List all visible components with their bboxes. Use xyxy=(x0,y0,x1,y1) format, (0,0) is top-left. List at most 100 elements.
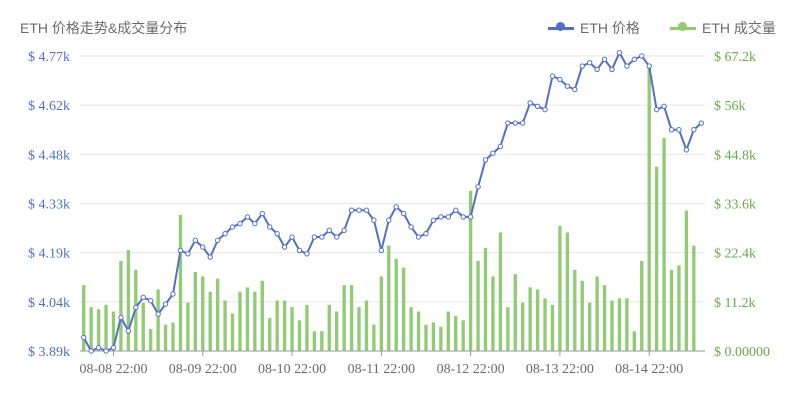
volume-bar xyxy=(275,300,279,351)
volume-bar xyxy=(461,320,465,351)
volume-bar xyxy=(602,285,607,351)
volume-bar xyxy=(327,304,331,351)
price-point xyxy=(170,291,176,297)
y-right-tick-label: $ 22.4k xyxy=(714,247,756,262)
legend-item-price[interactable]: ETH 价格 xyxy=(548,18,640,38)
price-point xyxy=(609,66,615,73)
volume-bar xyxy=(513,274,517,351)
price-point xyxy=(348,207,355,213)
volume-bar xyxy=(96,309,101,351)
price-point xyxy=(653,106,660,113)
volume-bar xyxy=(186,302,190,351)
price-point xyxy=(639,53,645,59)
price-point xyxy=(467,214,474,220)
price-point xyxy=(378,247,385,254)
price-point xyxy=(453,207,459,213)
volume-bar xyxy=(610,300,614,351)
price-point xyxy=(386,217,392,223)
price-point xyxy=(237,220,243,227)
price-point xyxy=(118,314,124,321)
price-point xyxy=(475,184,481,190)
price-point xyxy=(520,120,526,126)
y-left-tick-label: $ 3.89k xyxy=(28,345,70,360)
volume-bar xyxy=(424,324,428,351)
volume-bar xyxy=(476,261,480,351)
legend-item-volume[interactable]: ETH 成交量 xyxy=(670,18,776,38)
x-tick-label: 08-12 22:00 xyxy=(437,362,505,377)
x-tick-label: 08-11 22:00 xyxy=(348,362,416,377)
volume-bar xyxy=(379,276,384,351)
price-point xyxy=(103,348,109,354)
volume-bar xyxy=(260,280,264,351)
volume-bar xyxy=(126,250,131,351)
price-point xyxy=(542,106,548,113)
price-point xyxy=(445,214,452,220)
volume-bar xyxy=(416,311,421,351)
volume-bar xyxy=(290,307,294,351)
price-point xyxy=(676,127,682,133)
price-point xyxy=(155,311,161,317)
price-point xyxy=(244,214,251,220)
y-right-tick-label: $ 0.00000 xyxy=(714,345,770,360)
y-right-tick-label: $ 56k xyxy=(714,99,746,114)
price-point xyxy=(691,127,697,133)
volume-bar xyxy=(312,331,317,351)
price-point xyxy=(430,217,437,223)
volume-bar xyxy=(491,276,495,351)
price-point xyxy=(147,298,154,304)
volume-bar xyxy=(647,67,651,352)
legend-label-volume: ETH 成交量 xyxy=(702,20,776,36)
price-point xyxy=(616,49,623,56)
price-point xyxy=(438,214,444,220)
volume-bar xyxy=(223,300,227,351)
volume-bar xyxy=(268,318,272,351)
price-point xyxy=(140,294,146,301)
price-point xyxy=(200,244,206,250)
volume-bar xyxy=(595,276,599,351)
price-point xyxy=(698,120,704,126)
price-point xyxy=(460,214,466,220)
price-point xyxy=(319,234,325,240)
y-right-tick-label: $ 44.8k xyxy=(714,148,756,163)
volume-bar xyxy=(401,267,406,351)
volume-bar xyxy=(82,285,86,351)
price-point xyxy=(631,56,638,63)
price-point xyxy=(564,83,571,89)
price-point xyxy=(252,220,258,227)
volume-bar xyxy=(446,311,450,351)
y-right-tick-label: $ 33.6k xyxy=(714,198,756,213)
volume-bar xyxy=(543,298,547,351)
price-point xyxy=(289,234,295,240)
price-point xyxy=(549,73,556,79)
volume-bar xyxy=(580,280,584,351)
price-point xyxy=(222,230,228,237)
volume-bar xyxy=(372,324,376,351)
volume-bar xyxy=(521,302,525,351)
volume-bar xyxy=(119,261,123,351)
price-point xyxy=(527,100,533,106)
price-point xyxy=(267,224,273,230)
price-point xyxy=(296,247,303,254)
volume-bar xyxy=(684,210,689,351)
price-point xyxy=(81,334,87,341)
volume-bar xyxy=(506,307,510,351)
volume-bar xyxy=(454,315,458,351)
volume-bar xyxy=(409,307,413,351)
volume-bar xyxy=(394,258,398,351)
volume-bar xyxy=(342,285,346,351)
price-point xyxy=(341,227,347,234)
volume-bar xyxy=(617,298,622,351)
volume-bar xyxy=(565,232,570,351)
price-point xyxy=(534,103,541,109)
volume-bar xyxy=(335,311,339,351)
volume-bar xyxy=(163,324,168,351)
volume-bar xyxy=(297,320,302,351)
price-point xyxy=(646,63,652,69)
volume-bar xyxy=(662,138,666,351)
volume-bar xyxy=(349,285,354,351)
volume-bar xyxy=(89,307,93,351)
volume-bar xyxy=(178,214,183,351)
price-point xyxy=(259,210,265,217)
price-point xyxy=(601,56,608,63)
